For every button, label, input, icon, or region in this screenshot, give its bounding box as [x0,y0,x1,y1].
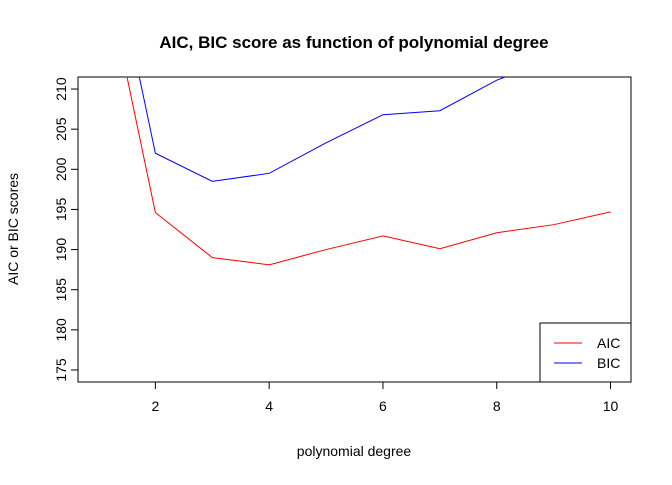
y-tick-label: 200 [53,157,69,181]
x-tick-label: 8 [493,398,501,414]
y-tick-label: 175 [53,358,69,382]
y-tick-label: 185 [53,278,69,302]
y-tick-label: 210 [53,77,69,101]
x-tick-label: 6 [379,398,387,414]
y-tick-label: 195 [53,198,69,222]
series-line [138,77,507,182]
y-tick-label: 190 [53,238,69,262]
plot-frame [77,76,632,383]
lines [126,77,611,266]
x-tick-label: 4 [265,398,273,414]
chart-title: AIC, BIC score as function of polynomial… [159,33,548,52]
x-tick-label: 2 [151,398,159,414]
x-tick-label: 10 [603,398,619,414]
legend-label: AIC [597,335,620,351]
legend-label: BIC [597,355,620,371]
y-axis-label: AIC or BIC scores [5,173,21,285]
series-line [126,77,611,266]
legend-box [539,322,632,383]
y-tick-label: 180 [53,318,69,342]
x-axis-label: polynomial degree [297,443,412,459]
y-tick-label: 205 [53,117,69,141]
